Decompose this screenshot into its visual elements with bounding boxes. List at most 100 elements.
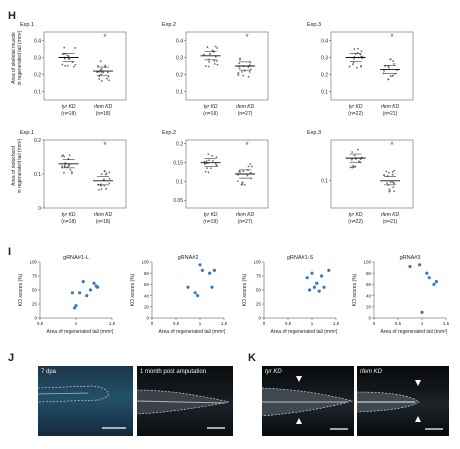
group-label: rfem KD: [381, 212, 400, 218]
data-point: [100, 73, 102, 76]
data-point: [105, 172, 108, 175]
scatter-point: [418, 263, 422, 267]
data-point: [103, 184, 106, 187]
data-point: [63, 164, 66, 167]
data-point: [206, 167, 208, 170]
y-tick-label: 75: [256, 274, 262, 279]
data-point: [352, 61, 355, 64]
y-tick-label: 0.2: [176, 142, 183, 148]
data-point: [392, 186, 395, 189]
data-point: [237, 174, 239, 176]
data-point: [73, 65, 75, 68]
data-point: [62, 52, 65, 55]
data-point: [106, 71, 109, 74]
h-plot-muscle-exp1: Exp.10.40.30.20.1*tyr KD(n=18)rfem KD(n=…: [20, 22, 127, 117]
y-tick-label: 0: [146, 316, 149, 321]
data-point: [208, 159, 210, 162]
data-point: [206, 46, 209, 49]
group-n: (n=27): [238, 111, 253, 117]
arrowhead-icon: [296, 376, 302, 382]
data-point: [104, 64, 107, 67]
y-tick-label: 60: [366, 282, 372, 287]
data-point: [242, 170, 245, 173]
group-label: tyr KD: [62, 212, 76, 218]
data-point: [389, 58, 392, 61]
data-point: [98, 75, 101, 78]
data-point: [96, 71, 99, 74]
scatter-point: [305, 276, 309, 280]
y-tick-label: 100: [29, 260, 37, 265]
scatter-point: [327, 268, 331, 272]
data-point: [68, 58, 71, 61]
y-tick-label: 60: [144, 282, 150, 287]
scatter-point: [186, 285, 190, 289]
y-tick-label: 0.15: [173, 160, 183, 166]
data-point: [391, 75, 394, 78]
group-label: rfem KD: [236, 212, 255, 218]
data-point: [107, 75, 110, 78]
y-tick-label: 0.1: [34, 172, 41, 178]
i-scatter-grna1l: gRNA#1-L 0 25 50 75 100 0.5 1 1.5 Area of regener…: [18, 255, 116, 335]
data-point: [215, 156, 218, 159]
data-point: [61, 166, 63, 169]
significance-star: *: [103, 140, 107, 150]
y-tick-label: 0.2: [34, 72, 41, 78]
scatter-point: [70, 291, 74, 295]
data-point: [214, 55, 217, 58]
y-axis-label: KO scores (%): [18, 273, 24, 306]
x-tick-label: 1: [75, 321, 78, 326]
scatter-point: [94, 284, 98, 288]
data-point: [61, 155, 63, 158]
y-tick-label: 0.1: [34, 89, 41, 95]
data-point: [216, 47, 219, 49]
data-point: [391, 171, 394, 173]
y-tick-label: 0.4: [34, 38, 41, 44]
data-point: [360, 64, 363, 67]
y-tick-label: 0.05: [173, 198, 183, 204]
x-axis-label: Area of regenerated tail (mm²): [47, 329, 114, 335]
x-tick-label: 1.5: [221, 321, 228, 326]
i-scatter-grna1s: gRNA#1-S 0 25 50 75 100 0 0.5 1 1.5 Area of regene…: [242, 255, 340, 335]
data-point: [243, 183, 246, 186]
y-tick-label: 0.1: [321, 179, 328, 185]
data-point: [67, 55, 70, 58]
data-point: [108, 171, 111, 174]
data-point: [356, 66, 358, 69]
group-label: tyr KD: [204, 212, 218, 218]
data-point: [64, 64, 66, 67]
scatter-point: [198, 263, 202, 267]
chart-title: gRNA#3: [400, 255, 421, 261]
data-point: [100, 188, 103, 190]
data-point: [353, 48, 356, 51]
data-point: [61, 165, 63, 168]
panel-label-k: K: [248, 352, 256, 364]
data-point: [216, 59, 218, 62]
group-label: tyr KD: [62, 104, 76, 110]
data-point: [239, 58, 241, 61]
data-point: [207, 171, 210, 174]
data-point: [361, 57, 364, 60]
data-point: [237, 180, 239, 183]
arrowhead-icon: [296, 418, 302, 424]
chart-title: gRNA#1-S: [287, 255, 314, 261]
k-image-rfem-kd: rfem KD: [357, 366, 449, 436]
data-point: [209, 52, 212, 55]
data-point: [68, 154, 71, 157]
data-point: [360, 50, 363, 53]
scatter-point: [312, 285, 316, 289]
data-point: [357, 47, 359, 50]
scatter-point: [315, 281, 319, 285]
k-tail-outline: [262, 376, 354, 430]
data-point: [391, 181, 394, 184]
scatter-point: [420, 310, 424, 314]
y-tick-label: 25: [32, 302, 38, 307]
scatter-point: [317, 289, 321, 293]
y-tick-label: 80: [366, 271, 372, 276]
plot-title: Exp.1: [20, 22, 34, 28]
data-point: [250, 177, 253, 180]
data-point: [70, 171, 73, 173]
data-point: [385, 170, 388, 173]
data-point: [98, 188, 100, 191]
data-point: [99, 60, 102, 63]
data-point: [213, 59, 216, 62]
